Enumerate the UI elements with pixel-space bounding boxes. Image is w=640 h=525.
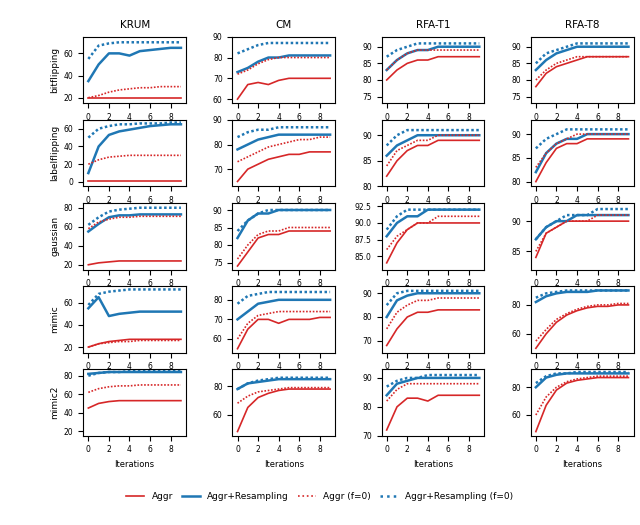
Y-axis label: mimic2: mimic2: [51, 386, 60, 419]
Title: RFA-T1: RFA-T1: [416, 20, 450, 30]
Y-axis label: gaussian: gaussian: [51, 216, 60, 256]
Title: RFA-T8: RFA-T8: [565, 20, 600, 30]
Y-axis label: bitflipping: bitflipping: [51, 47, 60, 93]
Y-axis label: labelflipping: labelflipping: [51, 125, 60, 181]
X-axis label: Iterations: Iterations: [413, 460, 453, 469]
Title: CM: CM: [276, 20, 292, 30]
X-axis label: Iterations: Iterations: [264, 460, 304, 469]
X-axis label: Iterations: Iterations: [562, 460, 602, 469]
Legend: Aggr, Aggr+Resampling, Aggr (f=0), Aggr+Resampling (f=0): Aggr, Aggr+Resampling, Aggr (f=0), Aggr+…: [123, 489, 517, 505]
X-axis label: Iterations: Iterations: [115, 460, 155, 469]
Title: KRUM: KRUM: [120, 20, 150, 30]
Y-axis label: mimic: mimic: [51, 306, 60, 333]
